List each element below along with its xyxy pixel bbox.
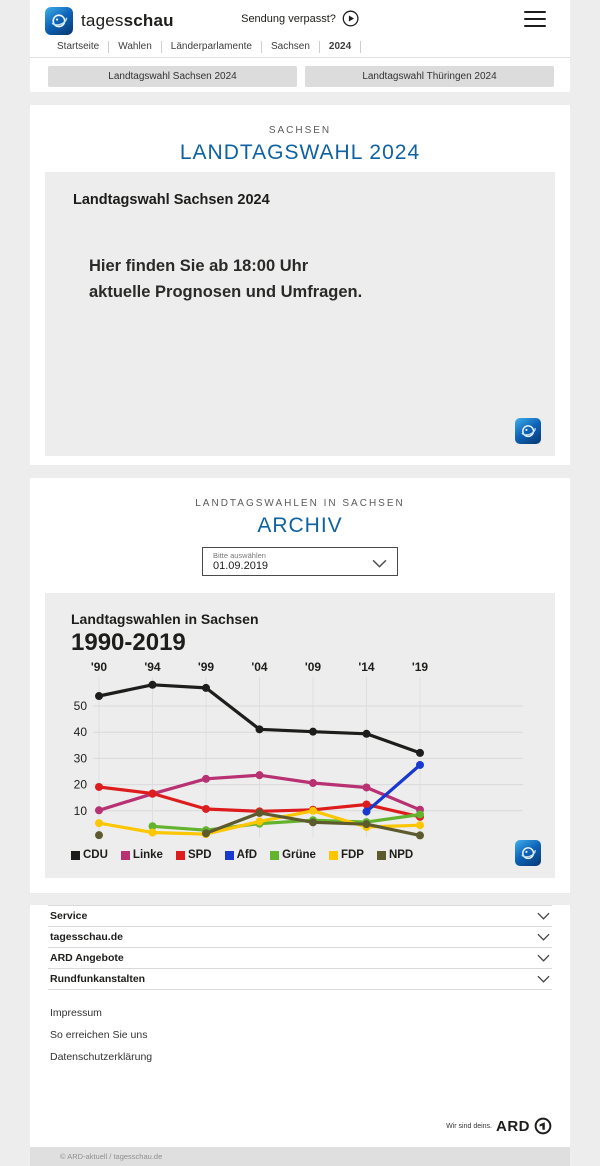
legend-label: SPD <box>187 849 212 861</box>
breadcrumb-wahlen[interactable]: Wahlen <box>109 40 162 53</box>
brand-wordmark: tagesschau <box>81 11 174 30</box>
breadcrumb: Startseite Wahlen Länderparlamente Sachs… <box>30 36 570 58</box>
legend-label: AfD <box>236 849 258 861</box>
archive-date-select[interactable]: Bitte auswählen 01.09.2019 <box>202 547 398 576</box>
chart-subtitle: 1990-2019 <box>71 629 186 656</box>
legend-item-linke: Linke <box>120 849 163 861</box>
tagesschau-logo-icon <box>515 840 541 866</box>
svg-text:'19: '19 <box>412 660 429 674</box>
svg-text:'14: '14 <box>358 660 375 674</box>
breadcrumb-startseite[interactable]: Startseite <box>48 40 110 53</box>
legend-item-afd: AfD <box>224 849 258 861</box>
breadcrumb-2024[interactable]: 2024 <box>320 40 362 53</box>
section-title: LANDTAGSWAHL 2024 <box>179 141 421 164</box>
accordion-tagesschau-de[interactable]: tagesschau.de <box>48 927 552 948</box>
accordion-ard-angebote[interactable]: ARD Angebote <box>48 948 552 969</box>
svg-text:'09: '09 <box>305 660 322 674</box>
live-teaser-message: Hier finden Sie ab 18:00 Uhr aktuelle Pr… <box>89 257 363 301</box>
results-line-chart: '90 '94 '99 '04 '09 '14 '19 10 20 30 40 50 <box>74 660 523 840</box>
section-landtagswahl-2024: SACHSEN LANDTAGSWAHL 2024 Landtagswahl S… <box>30 105 570 465</box>
tagesschau-brand[interactable]: tagesschau <box>45 7 174 35</box>
legend-swatch-icon <box>71 850 80 860</box>
legend-item-npd: NPD <box>376 849 414 861</box>
footer-links: Impressum So erreichen Sie uns Datenschu… <box>50 1002 552 1068</box>
breadcrumb-laenderparlamente[interactable]: Länderparlamente <box>162 40 262 53</box>
svg-text:'99: '99 <box>198 660 215 674</box>
chevron-down-icon <box>537 975 550 983</box>
footer: Service tagesschau.de ARD Angebote Rundf… <box>30 905 570 1147</box>
svg-text:40: 40 <box>74 725 88 739</box>
legend-item-cdu: CDU <box>71 849 108 861</box>
svg-text:50: 50 <box>74 699 88 713</box>
bottom-bar: © ARD-aktuell / tagesschau.de <box>30 1147 570 1166</box>
archive-kicker: LANDTAGSWAHLEN IN SACHSEN <box>195 498 405 509</box>
chevron-down-icon <box>537 912 550 920</box>
select-value: 01.09.2019 <box>213 560 269 572</box>
copyright-text: © ARD-aktuell / tagesschau.de <box>60 1152 163 1161</box>
link-kontakt[interactable]: So erreichen Sie uns <box>50 1029 148 1041</box>
legend-item-fdp: FDP <box>328 849 364 861</box>
legend-swatch-icon <box>224 850 234 860</box>
legend-label: CDU <box>83 849 108 861</box>
svg-text:20: 20 <box>74 778 88 792</box>
ard-wordmark: ARD <box>496 1117 530 1135</box>
menu-icon[interactable] <box>524 11 546 27</box>
legend-label: Linke <box>132 849 163 861</box>
page: tagesschau Sendung verpasst? Startseite … <box>30 0 570 1166</box>
missed-broadcast-label: Sendung verpasst? <box>241 12 336 25</box>
chevron-down-icon <box>372 559 387 568</box>
legend-swatch-icon <box>376 850 386 860</box>
legend-item-spd: SPD <box>175 849 212 861</box>
select-label: Bitte auswählen <box>213 551 266 560</box>
accordion-service[interactable]: Service <box>48 906 552 927</box>
accordion-rundfunkanstalten[interactable]: Rundfunkanstalten <box>48 969 552 990</box>
missed-broadcast-link[interactable]: Sendung verpasst? <box>241 10 359 27</box>
election-switch-buttons: Landtagswahl Sachsen 2024 Landtagswahl T… <box>30 58 570 87</box>
footer-accordions: Service tagesschau.de ARD Angebote Rundf… <box>48 905 552 990</box>
chevron-down-icon <box>537 954 550 962</box>
ard-one-logo-icon <box>534 1117 552 1135</box>
section-kicker: SACHSEN <box>268 125 332 136</box>
live-teaser-title: Landtagswahl Sachsen 2024 <box>73 192 270 208</box>
legend-item-grüne: Grüne <box>270 849 316 861</box>
breadcrumb-sachsen[interactable]: Sachsen <box>262 40 320 53</box>
header: tagesschau Sendung verpasst? Startseite … <box>30 0 570 92</box>
ard-claim: Wir sind deins. <box>446 1122 492 1130</box>
svg-text:'04: '04 <box>251 660 268 674</box>
svg-text:10: 10 <box>74 804 88 818</box>
legend-swatch-icon <box>270 850 280 860</box>
legend-label: FDP <box>340 849 364 861</box>
chart-title: Landtagswahlen in Sachsen <box>71 611 259 627</box>
live-teaser-panel: Landtagswahl Sachsen 2024 Hier finden Si… <box>45 172 555 456</box>
tagesschau-logo-icon <box>45 7 73 35</box>
header-top-row: tagesschau Sendung verpasst? <box>30 0 570 36</box>
svg-text:'90: '90 <box>91 660 108 674</box>
archive-chart-panel: Landtagswahlen in Sachsen 1990-2019 '90 '… <box>45 593 555 878</box>
legend-swatch-icon <box>328 850 338 860</box>
tagesschau-logo-icon <box>515 418 541 444</box>
archive-title: ARCHIV <box>257 514 343 537</box>
legend-label: Grüne <box>282 849 316 861</box>
svg-text:'94: '94 <box>144 660 161 674</box>
legend-swatch-icon <box>120 850 130 860</box>
chevron-down-icon <box>537 933 550 941</box>
section-archiv: LANDTAGSWAHLEN IN SACHSEN ARCHIV Bitte a… <box>30 478 570 893</box>
ard-brand: Wir sind deins. ARD <box>446 1117 552 1135</box>
link-datenschutz[interactable]: Datenschutzerklärung <box>50 1051 153 1063</box>
legend-label: NPD <box>388 849 414 861</box>
chart-legend: CDU Linke SPD AfD Grüne FDP NPD <box>71 849 529 861</box>
link-impressum[interactable]: Impressum <box>50 1007 102 1019</box>
button-landtagswahl-sachsen[interactable]: Landtagswahl Sachsen 2024 <box>48 66 297 87</box>
button-landtagswahl-thueringen[interactable]: Landtagswahl Thüringen 2024 <box>305 66 554 87</box>
legend-swatch-icon <box>175 850 185 860</box>
svg-text:30: 30 <box>74 751 88 765</box>
play-icon[interactable] <box>342 10 359 27</box>
